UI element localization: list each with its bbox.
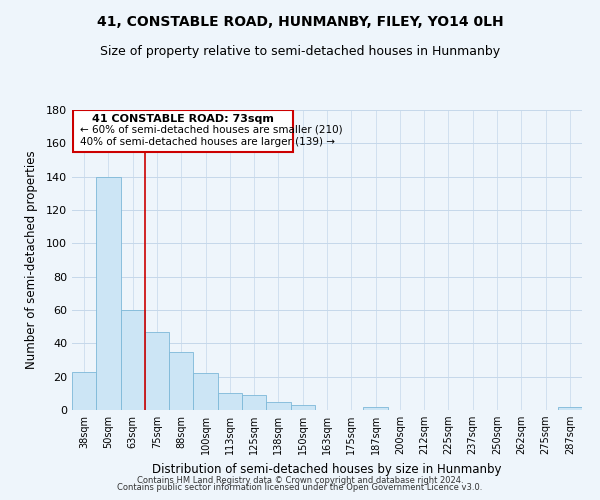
Bar <box>121 310 145 410</box>
Bar <box>73 110 293 152</box>
Text: 40% of semi-detached houses are larger (139) →: 40% of semi-detached houses are larger (… <box>80 136 335 146</box>
Y-axis label: Number of semi-detached properties: Number of semi-detached properties <box>25 150 38 370</box>
Text: 41 CONSTABLE ROAD: 73sqm: 41 CONSTABLE ROAD: 73sqm <box>92 114 274 124</box>
Bar <box>364 406 388 410</box>
Text: Contains public sector information licensed under the Open Government Licence v3: Contains public sector information licen… <box>118 484 482 492</box>
Text: Contains HM Land Registry data © Crown copyright and database right 2024.: Contains HM Land Registry data © Crown c… <box>137 476 463 485</box>
Bar <box>558 406 582 410</box>
Bar <box>96 176 121 410</box>
Bar <box>218 394 242 410</box>
Bar <box>72 372 96 410</box>
Text: ← 60% of semi-detached houses are smaller (210): ← 60% of semi-detached houses are smalle… <box>80 125 343 135</box>
Bar <box>242 395 266 410</box>
Bar <box>266 402 290 410</box>
Text: 41, CONSTABLE ROAD, HUNMANBY, FILEY, YO14 0LH: 41, CONSTABLE ROAD, HUNMANBY, FILEY, YO1… <box>97 15 503 29</box>
Text: Size of property relative to semi-detached houses in Hunmanby: Size of property relative to semi-detach… <box>100 45 500 58</box>
Bar <box>145 332 169 410</box>
X-axis label: Distribution of semi-detached houses by size in Hunmanby: Distribution of semi-detached houses by … <box>152 462 502 475</box>
Bar <box>193 374 218 410</box>
Bar <box>290 405 315 410</box>
Bar <box>169 352 193 410</box>
